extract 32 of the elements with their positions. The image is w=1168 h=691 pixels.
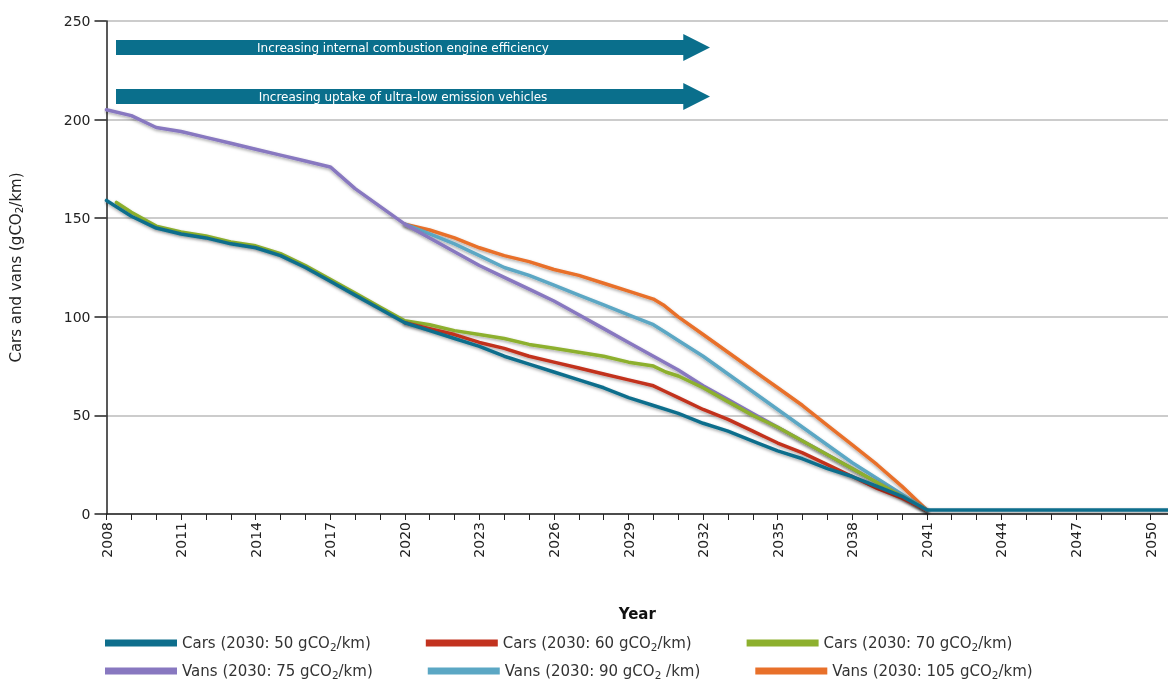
arrow-banner: Increasing internal combustion engine efficiency [116,34,710,61]
x-tick-label: 2035 [769,522,786,558]
arrow-banner: Increasing uptake of ultra-low emission vehicles [116,83,710,110]
x-tick-label: 2011 [173,522,190,558]
legend-label: Cars (2030: 70 gCO2/km) [823,634,1013,653]
y-tick-label: 250 [63,13,91,29]
annotation: Increasing internal combustion engine efficiency [257,40,550,55]
y-tick-label: 200 [63,111,91,128]
legend-label: Vans (2030: 75 gCO2/km) [182,662,373,681]
x-axis-title: Year [617,604,657,623]
y-tick-label: 0 [81,506,91,522]
y-tick-label: 150 [63,210,91,227]
legend-label: Vans (2030: 105 gCO2/km) [832,662,1033,681]
y-tick-label: 100 [63,308,91,325]
x-tick-label: 2017 [322,522,339,558]
legend-label: Cars (2030: 60 gCO2/km) [502,634,692,653]
x-tick-label: 2020 [396,522,413,558]
legend-label: Vans (2030: 90 gCO2 /km) [504,662,701,681]
x-tick-label: 2038 [844,522,861,558]
legend-label: Cars (2030: 50 gCO2/km) [182,634,371,653]
x-tick-label: 2014 [247,521,264,558]
x-tick-label: 2047 [1068,522,1085,558]
x-tick-label: 2044 [993,521,1010,558]
x-tick-label: 2008 [98,522,115,558]
x-tick-label: 2032 [695,522,712,558]
y-tick-label: 50 [72,407,91,424]
x-tick-label: 2041 [918,522,935,558]
x-tick-label: 2029 [620,522,637,558]
annotation: Increasing uptake of ultra-low emission vehicles [258,89,549,104]
x-tick-label: 2050 [1142,522,1159,558]
x-tick-label: 2023 [471,522,488,558]
x-tick-label: 2026 [545,521,562,558]
